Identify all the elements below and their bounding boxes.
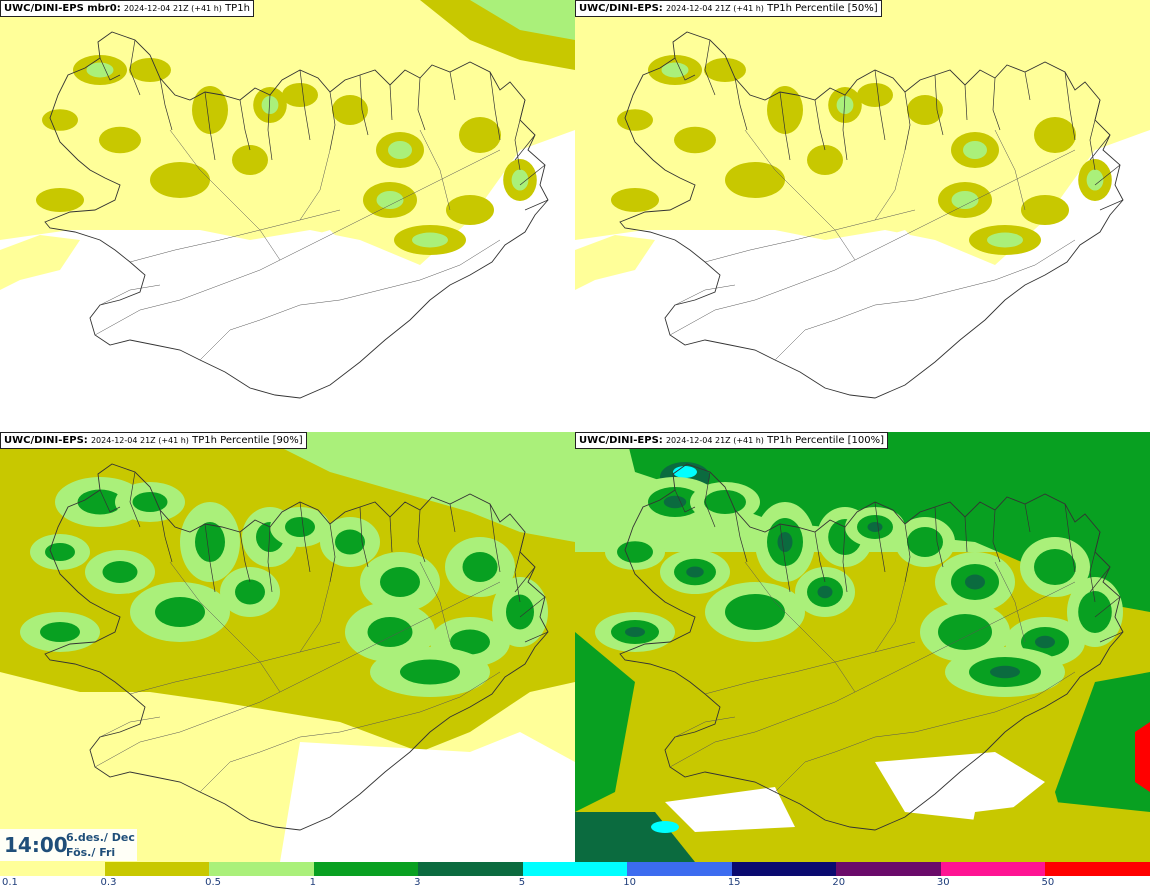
run-time: 2024-12-04 21Z (+41 h) — [90, 436, 189, 445]
colorbar-tick-label: 10 — [623, 877, 636, 888]
colorbar-segment — [836, 862, 941, 876]
colorbar-tick-label: 5 — [518, 877, 526, 888]
precip-field — [0, 0, 575, 430]
colorbar-segment — [940, 862, 1046, 876]
colorbar-tick-label: 15 — [727, 877, 741, 888]
valid-time: 14:00 — [4, 833, 68, 857]
run-time: 2024-12-04 21Z (+41 h) — [123, 4, 222, 13]
colorbar-tick-label: 1 — [309, 877, 316, 888]
run-time: 2024-12-04 21Z (+41 h) — [665, 4, 764, 13]
precip-field — [0, 432, 575, 862]
colorbar-tick-label: 0.3 — [100, 877, 117, 888]
parameter-name: TP1h — [225, 3, 250, 14]
colorbar-segment — [418, 862, 523, 876]
colorbar-segment — [627, 862, 732, 876]
precip-map — [575, 432, 1150, 862]
iceland-coastline — [619, 31, 1124, 399]
colorbar-tick-label: 30 — [936, 877, 950, 888]
colorbar-segment — [313, 862, 419, 876]
precip-field — [575, 432, 1150, 862]
colorbar-tick-label: 50 — [1041, 877, 1055, 888]
precip-map — [0, 432, 575, 862]
model-name: UWC/DINI-EPS: — [579, 3, 663, 14]
panel-title: UWC/DINI-EPS mbr0: 2024-12-04 21Z (+41 h… — [0, 0, 254, 17]
colorbar-labels: 0.1 0.3 0.5 1 3 5 10 15 20 30 50 — [0, 877, 1150, 891]
colorbar-segment — [0, 862, 105, 876]
model-name: UWC/DINI-EPS: — [579, 435, 663, 446]
valid-date: 6.des./ Dec — [66, 831, 135, 844]
colorbar-segment — [209, 862, 314, 876]
iceland-coastline — [619, 463, 1124, 831]
colorbar-segment — [104, 862, 210, 876]
colorbar-tick-label: 20 — [832, 877, 846, 888]
colorbar-segment — [731, 862, 837, 876]
parameter-name: TP1h Percentile [90%] — [192, 435, 303, 446]
run-time: 2024-12-04 21Z (+41 h) — [665, 436, 764, 445]
colorbar-segment — [522, 862, 628, 876]
panel-title: UWC/DINI-EPS: 2024-12-04 21Z (+41 h) TP1… — [575, 432, 889, 449]
panel-title: UWC/DINI-EPS: 2024-12-04 21Z (+41 h) TP1… — [575, 0, 882, 17]
valid-time-box: 14:00 6.des./ Dec Fös./ Fri — [0, 829, 137, 861]
map-panel-p50: UWC/DINI-EPS: 2024-12-04 21Z (+41 h) TP1… — [575, 0, 1150, 430]
model-name: UWC/DINI-EPS mbr0: — [4, 3, 121, 14]
valid-weekday: Fös./ Fri — [66, 846, 116, 859]
precip-field — [575, 0, 1150, 430]
colorbar-tick-label: 3 — [414, 877, 421, 888]
model-name: UWC/DINI-EPS: — [4, 435, 88, 446]
precip-map — [575, 0, 1150, 430]
iceland-coastline — [44, 463, 549, 831]
colorbar-tick-label: 0.1 — [2, 877, 18, 888]
colorbar-segment — [1045, 862, 1150, 876]
parameter-name: TP1h Percentile [50%] — [767, 3, 878, 14]
parameter-name: TP1h Percentile [100%] — [767, 435, 885, 446]
map-panel-member0: UWC/DINI-EPS mbr0: 2024-12-04 21Z (+41 h… — [0, 0, 575, 430]
iceland-coastline — [44, 31, 549, 399]
precip-map — [0, 0, 575, 430]
map-panel-p90: UWC/DINI-EPS: 2024-12-04 21Z (+41 h) TP1… — [0, 432, 575, 862]
colorbar-tick-label: 0.5 — [205, 877, 221, 888]
panel-title: UWC/DINI-EPS: 2024-12-04 21Z (+41 h) TP1… — [0, 432, 307, 449]
precip-colorbar — [0, 862, 1150, 876]
map-panel-p100: UWC/DINI-EPS: 2024-12-04 21Z (+41 h) TP1… — [575, 432, 1150, 862]
